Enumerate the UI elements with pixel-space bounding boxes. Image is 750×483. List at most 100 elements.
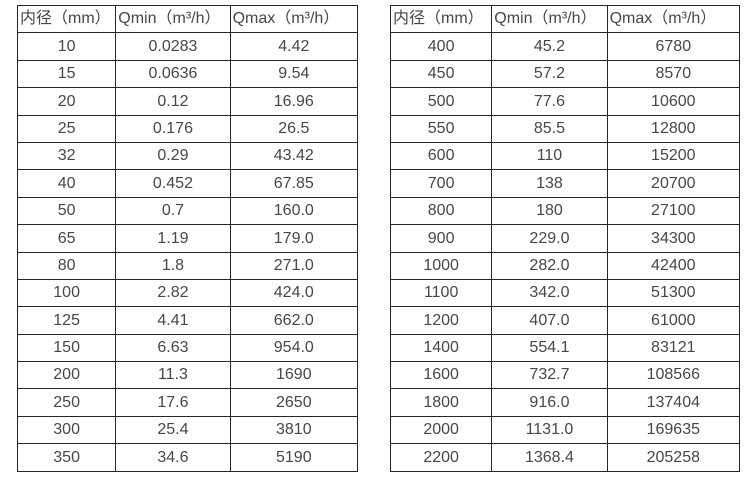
table-cell: 160.0	[229, 196, 359, 226]
table-cell: 110	[491, 141, 608, 171]
header-cell: 内径（mm）	[16, 4, 117, 34]
table-row: 350 34.6 5190	[16, 443, 359, 472]
table-cell: 662.0	[229, 306, 359, 335]
table-cell: 43.42	[229, 141, 359, 171]
table-row: 2200 1368.4 205258	[389, 443, 741, 472]
table-row: 32 0.29 43.42	[16, 141, 359, 171]
table-cell: 9.54	[229, 59, 359, 89]
table-cell: 169635	[606, 415, 741, 445]
table-cell: 67.85	[229, 169, 359, 198]
table-cell: 180	[491, 196, 608, 226]
table-row: 40 0.452 67.85	[16, 169, 359, 198]
table-cell: 80	[16, 251, 117, 280]
table-cell: 2.82	[115, 278, 231, 308]
table-cell: 25.4	[115, 415, 231, 445]
table-cell: 6780	[606, 32, 741, 61]
table-cell: 916.0	[491, 388, 608, 417]
table-cell: 342.0	[491, 278, 608, 308]
table-cell: 137404	[606, 388, 741, 417]
table-cell: 6.63	[115, 333, 231, 363]
table-row: 550 85.5 12800	[389, 114, 741, 143]
table-cell: 179.0	[229, 224, 359, 253]
table-cell: 100	[16, 278, 117, 308]
table-cell: 25	[16, 114, 117, 143]
table-cell: 407.0	[491, 306, 608, 335]
header-cell: 内径（mm）	[389, 4, 493, 34]
table-cell: 125	[16, 306, 117, 335]
table-cell: 4.41	[115, 306, 231, 335]
table-cell: 34300	[606, 224, 741, 253]
table-row: 20 0.12 16.96	[16, 87, 359, 116]
table-cell: 424.0	[229, 278, 359, 308]
table-cell: 0.176	[115, 114, 231, 143]
table-cell: 271.0	[229, 251, 359, 280]
table-cell: 1.8	[115, 251, 231, 280]
table-cell: 42400	[606, 251, 741, 280]
table-cell: 108566	[606, 361, 741, 390]
table-row: 200 11.3 1690	[16, 361, 359, 390]
table-row: 150 6.63 954.0	[16, 333, 359, 363]
table-cell: 0.29	[115, 141, 231, 171]
table-row: 1800 916.0 137404	[389, 388, 741, 417]
table-cell: 1000	[389, 251, 493, 280]
table-cell: 26.5	[229, 114, 359, 143]
table-row: 15 0.0636 9.54	[16, 59, 359, 89]
table-row: 80 1.8 271.0	[16, 251, 359, 280]
table-cell: 1.19	[115, 224, 231, 253]
table-cell: 27100	[606, 196, 741, 226]
table-cell: 83121	[606, 333, 741, 363]
table-row: 400 45.2 6780	[389, 32, 741, 61]
table-row: 25 0.176 26.5	[16, 114, 359, 143]
table-cell: 500	[389, 87, 493, 116]
table-row: 125 4.41 662.0	[16, 306, 359, 335]
table-cell: 1600	[389, 361, 493, 390]
table-cell: 57.2	[491, 59, 608, 89]
table-cell: 50	[16, 196, 117, 226]
table-row: 500 77.6 10600	[389, 87, 741, 116]
flow-spec-table-small-diameters: 内径（mm） Qmin（m³/h） Qmax（m³/h） 10 0.0283 4.42 1…	[16, 4, 359, 472]
table-cell: 11.3	[115, 361, 231, 390]
table-cell: 77.6	[491, 87, 608, 116]
table-cell: 32	[16, 141, 117, 171]
table-row: 800 180 27100	[389, 196, 741, 226]
table-body: 400 45.2 6780 450 57.2 8570 500 77.6 10600 550 85.…	[389, 32, 741, 472]
table-cell: 1800	[389, 388, 493, 417]
table-row: 1100 342.0 51300	[389, 278, 741, 308]
table-cell: 350	[16, 443, 117, 472]
table-cell: 900	[389, 224, 493, 253]
table-cell: 700	[389, 169, 493, 198]
table-cell: 85.5	[491, 114, 608, 143]
table-header: 内径（mm） Qmin（m³/h） Qmax（m³/h）	[389, 4, 741, 34]
table-cell: 800	[389, 196, 493, 226]
table-cell: 0.0283	[115, 32, 231, 61]
table-cell: 61000	[606, 306, 741, 335]
header-row: 内径（mm） Qmin（m³/h） Qmax（m³/h）	[389, 4, 741, 34]
table-cell: 10	[16, 32, 117, 61]
table-cell: 0.0636	[115, 59, 231, 89]
table-cell: 16.96	[229, 87, 359, 116]
table-cell: 51300	[606, 278, 741, 308]
table-row: 1000 282.0 42400	[389, 251, 741, 280]
table-cell: 0.12	[115, 87, 231, 116]
table-row: 2000 1131.0 169635	[389, 415, 741, 445]
table-cell: 2000	[389, 415, 493, 445]
table-cell: 550	[389, 114, 493, 143]
table-cell: 138	[491, 169, 608, 198]
table-row: 1600 732.7 108566	[389, 361, 741, 390]
table-cell: 4.42	[229, 32, 359, 61]
table-cell: 732.7	[491, 361, 608, 390]
table-cell: 10600	[606, 87, 741, 116]
table-cell: 15200	[606, 141, 741, 171]
table-cell: 200	[16, 361, 117, 390]
table-cell: 400	[389, 32, 493, 61]
table-cell: 1400	[389, 333, 493, 363]
table-row: 50 0.7 160.0	[16, 196, 359, 226]
table-header: 内径（mm） Qmin（m³/h） Qmax（m³/h）	[16, 4, 359, 34]
table-row: 300 25.4 3810	[16, 415, 359, 445]
table-row: 1400 554.1 83121	[389, 333, 741, 363]
header-cell: Qmax（m³/h）	[229, 4, 359, 34]
table-cell: 65	[16, 224, 117, 253]
table-cell: 34.6	[115, 443, 231, 472]
table-row: 100 2.82 424.0	[16, 278, 359, 308]
